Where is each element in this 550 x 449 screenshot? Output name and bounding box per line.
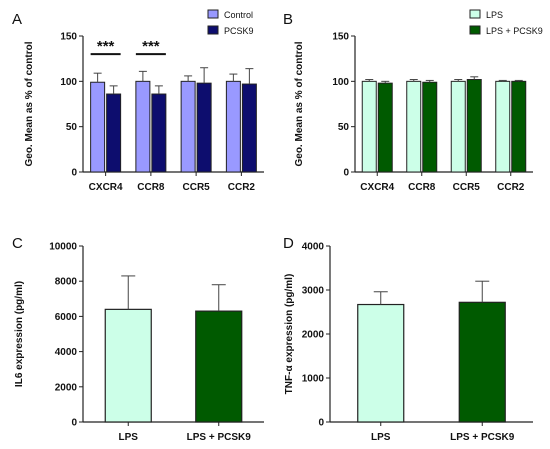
bar-lps-ccr5 xyxy=(450,80,466,173)
legend-label: LPS + PCSK9 xyxy=(486,26,543,36)
x-tick-label: CCR8 xyxy=(408,182,436,193)
x-tick-label: CCR2 xyxy=(228,182,256,193)
y-tick-label: 6000 xyxy=(55,312,78,323)
bar-lps-pcsk9-ccr5 xyxy=(466,79,482,173)
x-tick-label: CXCR4 xyxy=(89,182,123,193)
y-tick-label: 50 xyxy=(66,122,78,133)
x-tick-label: LPS + PCSK9 xyxy=(187,432,252,443)
legend-label: PCSK9 xyxy=(224,26,254,36)
y-tick-label: 10000 xyxy=(49,242,77,253)
panel-d: D 0 1000 2000 3000 4000 TNF-α expression (pg/m… xyxy=(283,235,533,443)
bar-lps-pcsk9 xyxy=(195,310,243,423)
y-tick-label: 4000 xyxy=(302,242,325,253)
x-tick-label: CXCR4 xyxy=(360,182,394,193)
y-tick-label: 2000 xyxy=(55,382,78,393)
y-tick-label: 4000 xyxy=(55,347,78,358)
y-tick-label: 0 xyxy=(71,418,77,429)
y-tick-label: 100 xyxy=(332,77,349,88)
y-tick-label: 150 xyxy=(60,32,77,43)
bar-lps-ccr2 xyxy=(495,80,511,173)
panel-b: B 0 50 100 150 Geo. Mean as % of control CXCR4… xyxy=(283,9,543,193)
bar-pcsk9-ccr2 xyxy=(241,83,257,173)
y-tick-label: 8000 xyxy=(55,277,78,288)
panel-letter: B xyxy=(283,11,293,28)
y-tick-label: 1000 xyxy=(302,374,325,385)
x-tick-label: LPS xyxy=(119,432,139,443)
panel-letter: C xyxy=(12,235,23,252)
y-tick-label: 0 xyxy=(343,168,349,179)
panel-letter: A xyxy=(12,11,22,28)
y-axis-title: TNF-α expression (pg/ml) xyxy=(284,274,295,395)
bar-pcsk9-cxcr4 xyxy=(106,93,122,173)
bar-lps-pcsk9-ccr8 xyxy=(422,81,438,173)
bar-control-ccr8 xyxy=(135,80,151,173)
x-tick-label: LPS + PCSK9 xyxy=(450,432,515,443)
bar-lps xyxy=(104,308,152,423)
legend-swatch xyxy=(207,9,219,19)
bar-lps-pcsk9 xyxy=(458,301,506,423)
legend-swatch xyxy=(207,25,219,35)
significance-label: *** xyxy=(97,38,115,55)
panel-c: C 0 2000 4000 6000 8000 10000 IL6 expression (p… xyxy=(12,235,264,443)
significance-label: *** xyxy=(142,38,160,55)
bar-lps xyxy=(357,303,405,423)
bar-lps-ccr8 xyxy=(406,80,422,173)
legend-swatch xyxy=(469,25,481,35)
x-tick-label: CCR2 xyxy=(497,182,525,193)
x-tick-label: CCR5 xyxy=(183,182,211,193)
y-tick-label: 0 xyxy=(71,168,77,179)
y-tick-label: 50 xyxy=(338,122,350,133)
bar-pcsk9-ccr5 xyxy=(196,82,212,173)
bar-pcsk9-ccr8 xyxy=(151,93,167,173)
x-tick-label: LPS xyxy=(371,432,391,443)
bar-control-ccr5 xyxy=(180,80,196,173)
legend-label: Control xyxy=(224,10,253,20)
legend-label: LPS xyxy=(486,10,503,20)
y-tick-label: 2000 xyxy=(302,330,325,341)
x-tick-label: CCR8 xyxy=(137,182,165,193)
y-tick-label: 3000 xyxy=(302,286,325,297)
y-axis-title: IL6 expression (pg/ml) xyxy=(14,281,25,387)
bar-lps-pcsk9-ccr2 xyxy=(511,80,527,173)
y-axis-title: Geo. Mean as % of control xyxy=(24,41,35,166)
y-tick-label: 150 xyxy=(332,32,349,43)
bar-control-ccr2 xyxy=(225,80,241,173)
y-tick-label: 100 xyxy=(60,77,77,88)
bar-control-cxcr4 xyxy=(90,81,106,173)
panel-letter: D xyxy=(283,235,294,252)
y-axis-title: Geo. Mean as % of control xyxy=(294,41,305,166)
legend-swatch xyxy=(469,9,481,19)
x-tick-label: CCR5 xyxy=(453,182,481,193)
bar-lps-cxcr4 xyxy=(361,80,377,173)
y-tick-label: 0 xyxy=(318,418,324,429)
panel-a: A 0 50 100 150 Geo. Mean as % of control CXCR4… xyxy=(12,9,264,193)
bar-lps-pcsk9-cxcr4 xyxy=(377,82,393,173)
